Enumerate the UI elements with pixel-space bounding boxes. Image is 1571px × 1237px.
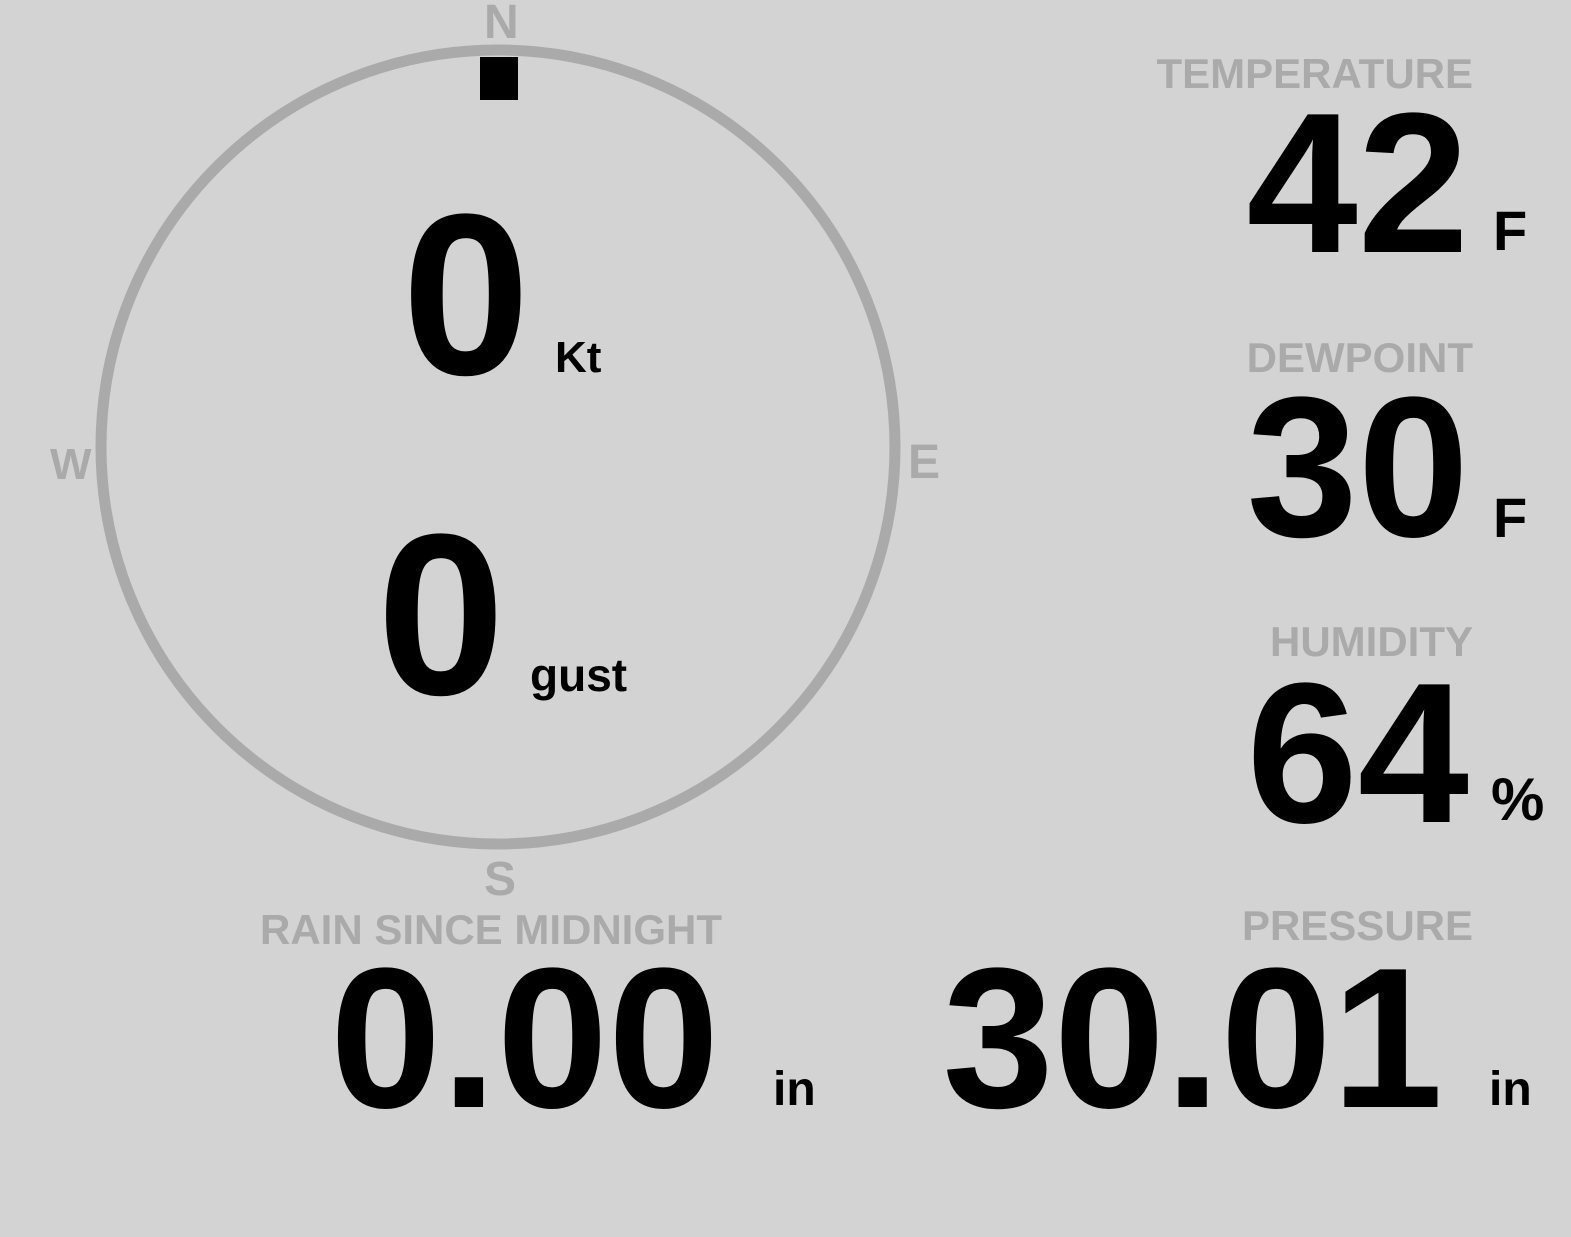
pressure-unit: in bbox=[1489, 1063, 1532, 1116]
wind-gust-value: 0 bbox=[377, 486, 505, 743]
wind-direction-needle bbox=[480, 57, 518, 100]
wind-gust-unit: gust bbox=[530, 649, 628, 701]
compass-south-label: S bbox=[484, 853, 517, 906]
dewpoint-unit: F bbox=[1493, 486, 1528, 549]
temperature-value: 42 bbox=[1246, 72, 1469, 295]
pressure-value: 30.01 bbox=[942, 927, 1444, 1150]
wind-speed-value: 0 bbox=[402, 166, 530, 423]
temperature-label: TEMPERATURE bbox=[1156, 50, 1473, 97]
rain-unit: in bbox=[773, 1063, 816, 1116]
temperature-unit: F bbox=[1493, 199, 1528, 262]
dewpoint-label: DEWPOINT bbox=[1246, 334, 1473, 381]
compass-west-label: W bbox=[50, 440, 92, 489]
rain-label: RAIN SINCE MIDNIGHT bbox=[260, 906, 722, 953]
compass-east-label: E bbox=[908, 436, 941, 489]
compass-dial bbox=[95, 44, 901, 850]
humidity-unit: % bbox=[1491, 766, 1545, 833]
rain-value: 0.00 bbox=[330, 927, 720, 1150]
compass-north-label: N bbox=[484, 0, 519, 49]
wind-speed-unit: Kt bbox=[555, 333, 602, 382]
dewpoint-value: 30 bbox=[1246, 356, 1469, 579]
humidity-value: 64 bbox=[1246, 642, 1469, 865]
humidity-label: HUMIDITY bbox=[1270, 618, 1473, 665]
pressure-label: PRESSURE bbox=[1241, 902, 1473, 949]
